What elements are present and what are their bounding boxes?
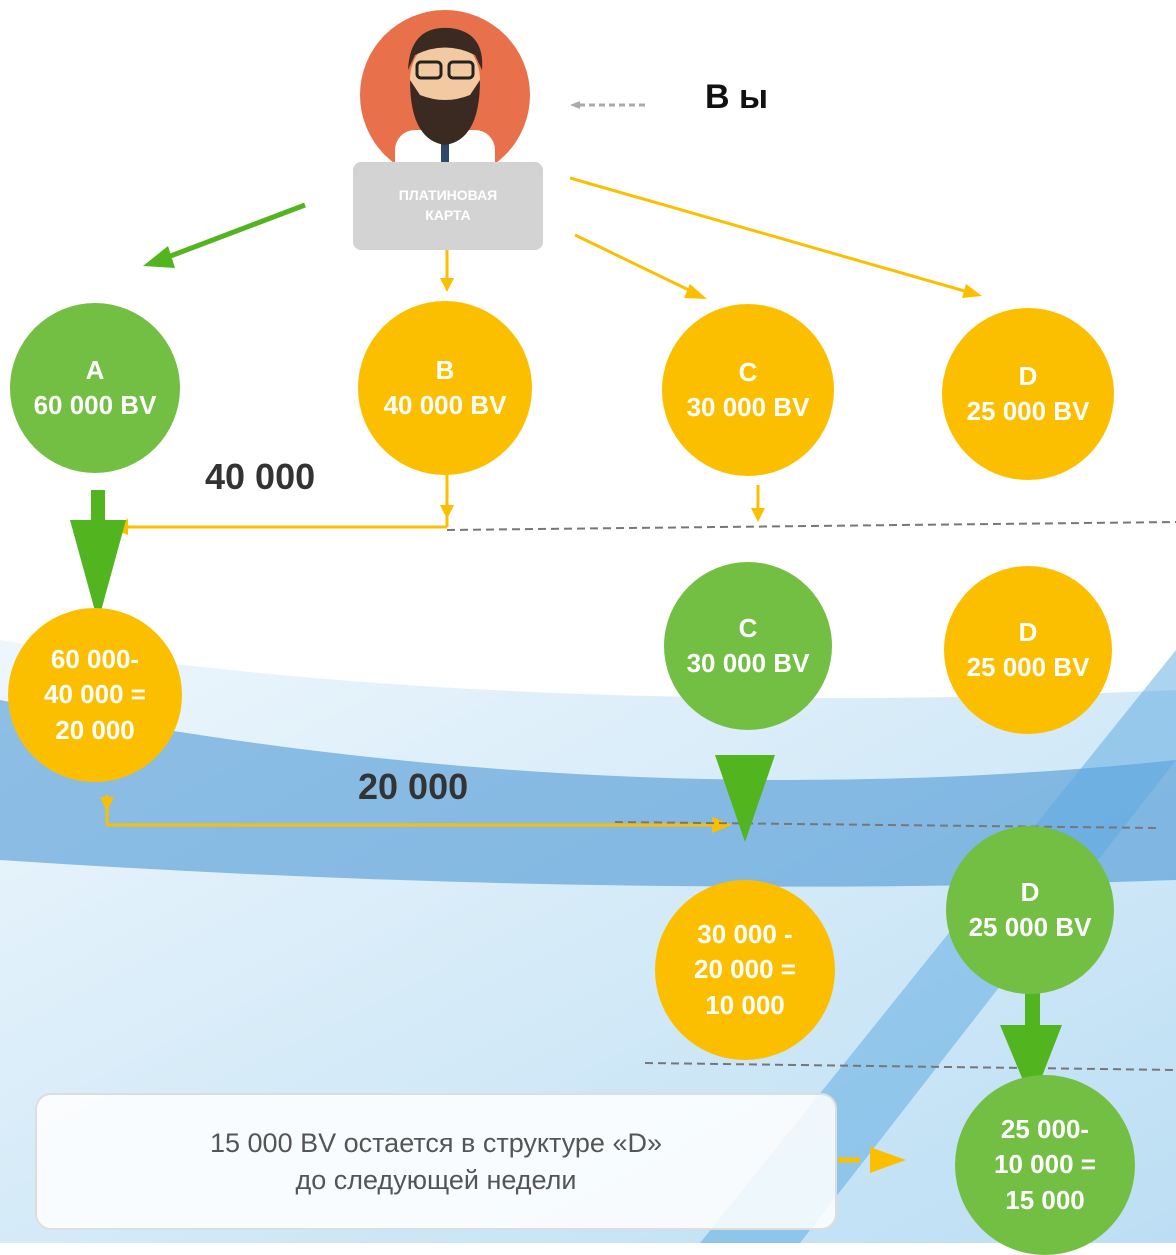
node-text: 25 000-	[1001, 1112, 1089, 1147]
node-text: D	[1019, 615, 1038, 650]
node-text: 15 000	[1005, 1183, 1085, 1218]
note-text: до следующей недели	[295, 1162, 576, 1198]
node-text: 60 000-	[51, 642, 139, 677]
card-text: ПЛАТИНОВАЯ	[399, 186, 498, 206]
transfer-label: 40 000	[205, 456, 315, 498]
note-text: 15 000 BV остается в структуре «D»	[210, 1125, 662, 1161]
arrowhead	[440, 505, 454, 519]
arrowhead	[143, 246, 175, 268]
node-text: 10 000	[705, 988, 785, 1023]
node-text: 30 000 BV	[687, 646, 810, 681]
node-text: 30 000 BV	[687, 390, 810, 425]
node-text: 20 000 =	[694, 952, 796, 987]
node-text: 25 000 BV	[967, 394, 1090, 429]
node: 60 000-40 000 =20 000	[8, 608, 182, 782]
arrow	[160, 205, 305, 260]
arrow	[91, 490, 105, 525]
node-text: 30 000 -	[697, 917, 792, 952]
card-text: КАРТА	[425, 206, 471, 226]
separator	[447, 522, 1176, 530]
node-text: 25 000 BV	[967, 650, 1090, 685]
arrow	[570, 178, 968, 292]
node: 25 000-10 000 =15 000	[955, 1075, 1135, 1255]
node-text: 25 000 BV	[969, 910, 1092, 945]
note-box: 15 000 BV остается в структуре «D»до сле…	[35, 1093, 837, 1230]
node-text: 40 000 BV	[384, 388, 507, 423]
node: 30 000 -20 000 =10 000	[655, 880, 835, 1060]
arrowhead	[570, 101, 580, 109]
node-text: 40 000 =	[44, 677, 146, 712]
node-text: D	[1019, 359, 1038, 394]
node-text: B	[436, 353, 455, 388]
node-text: C	[739, 611, 758, 646]
arrowhead	[70, 520, 126, 622]
node-text: 60 000 BV	[34, 388, 157, 423]
arrowhead	[440, 278, 454, 292]
node-text: 20 000	[55, 713, 135, 748]
node-text: C	[739, 355, 758, 390]
arrowhead	[751, 508, 765, 522]
node-text: 10 000 =	[994, 1147, 1096, 1182]
arrow	[575, 235, 695, 293]
page: В ы ПЛАТИНОВАЯКАРТА A60 000 BV B40 000 B…	[0, 0, 1176, 1243]
node-text: D	[1021, 875, 1040, 910]
you-label: В ы	[705, 78, 768, 117]
transfer-label: 20 000	[358, 766, 468, 808]
arrowhead	[684, 284, 707, 299]
node-text: A	[86, 353, 105, 388]
arrowhead	[962, 284, 982, 298]
